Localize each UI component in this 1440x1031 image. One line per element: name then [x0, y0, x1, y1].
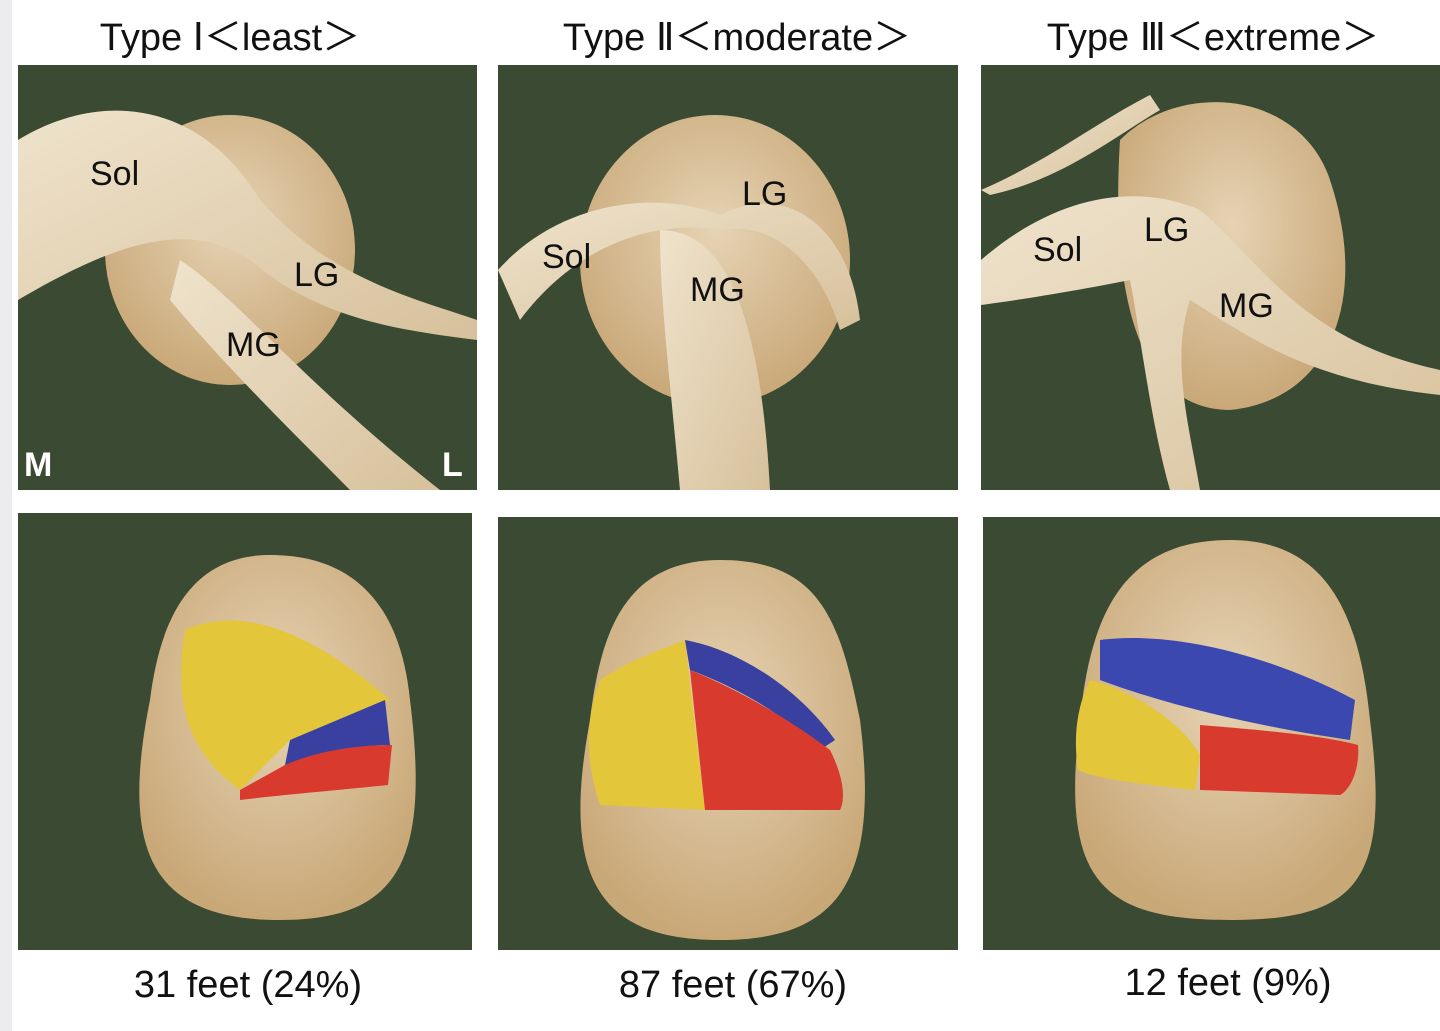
photo-top-2: [498, 65, 958, 490]
photo-bottom-3: [983, 517, 1440, 950]
caption: 12 feet (9%): [1125, 962, 1332, 1004]
muscle-label: Sol: [90, 155, 139, 193]
muscle-label: LG: [742, 175, 787, 213]
photo-bottom-2: [498, 517, 958, 950]
photo-top-3: [981, 65, 1440, 490]
caption: 31 feet (24%): [134, 964, 362, 1006]
caption: 87 feet (67%): [619, 964, 847, 1006]
column-title: Type Ⅰ＜least＞: [100, 17, 360, 59]
muscle-label: MG: [1219, 287, 1274, 325]
muscle-label: LG: [1144, 211, 1189, 249]
muscle-label: LG: [294, 256, 339, 294]
photo-bottom-1: [18, 513, 472, 950]
side-label: L: [442, 446, 463, 484]
muscle-label: Sol: [542, 238, 591, 276]
muscle-label: MG: [690, 271, 745, 309]
side-label: M: [24, 446, 52, 484]
muscle-label: MG: [226, 326, 281, 364]
column-title: Type Ⅲ＜extreme＞: [1047, 17, 1379, 59]
side-strip: [0, 0, 12, 1031]
column-title: Type Ⅱ＜moderate＞: [563, 17, 911, 59]
photo-top-1: [18, 65, 477, 490]
muscle-label: Sol: [1033, 231, 1082, 269]
